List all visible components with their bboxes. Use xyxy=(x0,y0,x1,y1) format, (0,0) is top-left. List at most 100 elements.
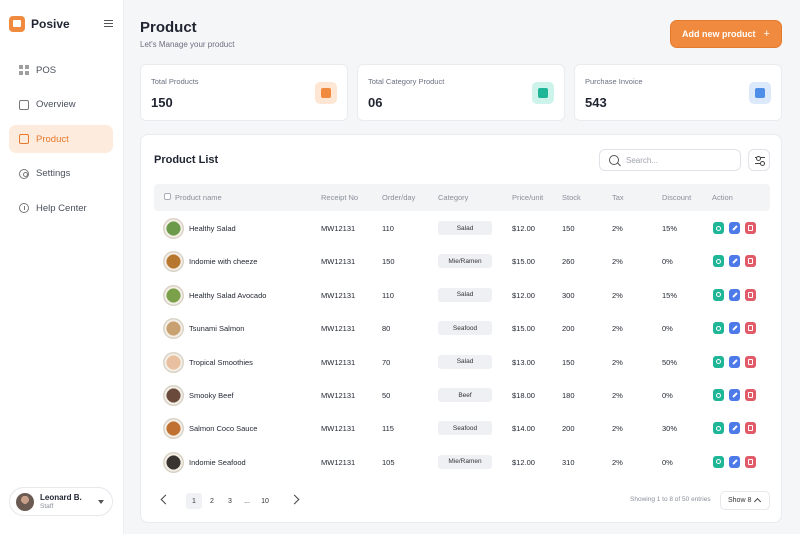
product-thumbnail xyxy=(163,451,184,473)
trash-icon[interactable] xyxy=(745,322,756,335)
view-icon[interactable] xyxy=(713,389,724,401)
stat-label: Total Category Product xyxy=(368,77,445,86)
gear-icon xyxy=(19,168,29,179)
column-header-stock[interactable]: Stock xyxy=(562,193,581,202)
category-badge: Salad xyxy=(438,221,492,235)
table-row[interactable]: Tsunami Salmon MW12131 80 $15.00 200 2% 0% Seaf… xyxy=(154,312,770,345)
trash-icon[interactable] xyxy=(745,288,756,301)
table-row[interactable]: Healthy Salad Avocado MW12131 110 $12.00 300… xyxy=(154,279,770,312)
cell-price-unit: $12.00 xyxy=(512,457,535,467)
cell-price-unit: $12.00 xyxy=(512,224,535,233)
cell-discount: 0% xyxy=(662,457,673,467)
stat-label: Total Products xyxy=(151,77,199,86)
trash-icon[interactable] xyxy=(745,389,756,401)
product-list-card: Product List Product name Receipt No Ord… xyxy=(140,134,782,523)
user-info: Leonard B. Staff xyxy=(40,493,82,510)
search-icon xyxy=(609,155,619,165)
column-header-receipt-no[interactable]: Receipt No xyxy=(321,193,359,202)
menu-toggle-icon[interactable] xyxy=(104,20,113,27)
product-thumbnail xyxy=(163,385,184,406)
stat-label: Purchase Invoice xyxy=(585,77,643,86)
trash-icon[interactable] xyxy=(745,355,756,368)
product-thumbnail xyxy=(163,284,184,306)
cell-stock: 180 xyxy=(562,391,575,400)
chevron-right-icon[interactable] xyxy=(289,494,300,505)
cell-price-unit: $15.00 xyxy=(512,257,535,267)
page-button-10[interactable]: 10 xyxy=(261,497,269,505)
table-row[interactable]: Healthy Salad MW12131 110 $12.00 150 2% 15% Sal… xyxy=(154,212,770,245)
cell-product-name: Tropical Smoothies xyxy=(189,357,253,367)
category-badge: Salad xyxy=(438,287,492,302)
sidebar-item-settings[interactable]: Settings xyxy=(9,160,113,188)
cell-discount: 15% xyxy=(662,290,678,300)
trash-icon[interactable] xyxy=(745,222,756,234)
stat-value: 06 xyxy=(368,95,383,110)
cell-price-unit: $12.00 xyxy=(512,290,535,300)
edit-icon[interactable] xyxy=(729,322,740,335)
edit-icon[interactable] xyxy=(729,355,740,368)
sidebar-item-help-center[interactable]: Help Center xyxy=(9,194,113,222)
sidebar: Posive POS Overview Product Settings Hel… xyxy=(0,0,124,534)
edit-icon[interactable] xyxy=(729,455,740,468)
edit-icon[interactable] xyxy=(729,222,740,234)
view-icon[interactable] xyxy=(713,222,724,234)
chevron-left-icon[interactable] xyxy=(160,494,171,505)
page-size-select[interactable]: Show 8 xyxy=(720,491,770,510)
view-icon[interactable] xyxy=(713,322,724,335)
category-badge: Seafood xyxy=(438,321,492,336)
edit-icon[interactable] xyxy=(729,422,740,435)
page-button-3[interactable]: 3 xyxy=(228,497,232,505)
brand[interactable]: Posive xyxy=(9,16,70,32)
view-icon[interactable] xyxy=(713,355,724,368)
sidebar-item-pos[interactable]: POS xyxy=(9,56,113,84)
table-row[interactable]: Indomie with cheeze MW12131 150 $15.00 260 2%… xyxy=(154,245,770,278)
column-header-price-unit[interactable]: Price/unit xyxy=(512,193,544,202)
cell-stock: 150 xyxy=(562,224,575,233)
table-header: Product name Receipt No Order/day Catego… xyxy=(154,184,770,211)
column-header-order-day[interactable]: Order/day xyxy=(382,193,416,202)
table-row[interactable]: Indomie Seafood MW12131 105 $12.00 310 2% 0% Mi… xyxy=(154,446,770,479)
caret-down-icon[interactable] xyxy=(98,500,104,504)
search-box[interactable] xyxy=(599,149,741,171)
category-badge: Seafood xyxy=(438,421,492,436)
user-card[interactable]: Leonard B. Staff xyxy=(9,487,113,516)
trash-icon[interactable] xyxy=(745,255,756,268)
column-header-tax[interactable]: Tax xyxy=(612,193,624,202)
table-row[interactable]: Salmon Coco Sauce MW12131 115 $14.00 200 2% 30… xyxy=(154,412,770,445)
table-row[interactable]: Smooky Beef MW12131 50 $18.00 180 2% 0% Beef xyxy=(154,379,770,412)
sidebar-item-label: Product xyxy=(36,133,69,145)
column-header-product-name[interactable]: Product name xyxy=(175,193,222,202)
brand-logo-icon xyxy=(9,16,25,32)
edit-icon[interactable] xyxy=(729,288,740,301)
category-badge: Mie/Ramen xyxy=(438,254,492,269)
add-new-product-button[interactable]: Add new product + xyxy=(670,20,782,48)
view-icon[interactable] xyxy=(713,422,724,435)
cell-tax: 2% xyxy=(612,324,623,334)
sidebar-item-product[interactable]: Product xyxy=(9,125,113,153)
column-header-category[interactable]: Category xyxy=(438,193,469,202)
sidebar-item-label: Overview xyxy=(36,99,76,110)
plus-icon: + xyxy=(763,27,770,40)
page-button-1[interactable]: 1 xyxy=(186,493,202,509)
search-input[interactable] xyxy=(626,155,740,165)
trash-icon[interactable] xyxy=(745,422,756,435)
trash-icon[interactable] xyxy=(745,455,756,468)
view-icon[interactable] xyxy=(713,288,724,301)
edit-icon[interactable] xyxy=(729,255,740,268)
sidebar-item-overview[interactable]: Overview xyxy=(9,91,113,119)
cell-stock: 200 xyxy=(562,324,575,334)
cell-order-day: 110 xyxy=(382,290,394,300)
select-all-checkbox[interactable] xyxy=(164,193,171,200)
cell-stock: 260 xyxy=(562,257,575,267)
view-icon[interactable] xyxy=(713,455,724,468)
cell-order-day: 115 xyxy=(382,424,394,434)
filter-button[interactable] xyxy=(748,149,770,171)
info-icon xyxy=(19,203,29,213)
table-row[interactable]: Tropical Smoothies MW12131 70 $13.00 150 2% 50… xyxy=(154,346,770,379)
cell-discount: 0% xyxy=(662,391,673,400)
edit-icon[interactable] xyxy=(729,389,740,401)
view-icon[interactable] xyxy=(713,255,724,268)
page-button-2[interactable]: 2 xyxy=(210,497,214,505)
sidebar-nav: POS Overview Product Settings Help Cente… xyxy=(9,56,113,229)
column-header-discount[interactable]: Discount xyxy=(662,193,692,202)
